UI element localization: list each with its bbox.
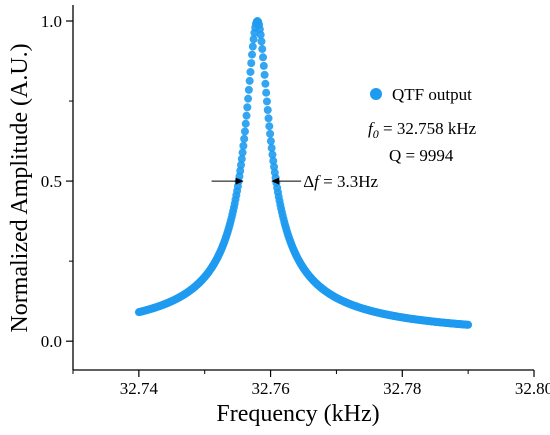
- y-tick-label: 1.0: [41, 12, 62, 31]
- data-point: [248, 50, 257, 59]
- data-point: [261, 79, 270, 88]
- x-tick-label: 32.74: [120, 379, 159, 398]
- data-point: [259, 61, 268, 70]
- data-point: [266, 137, 275, 146]
- data-point: [240, 127, 249, 136]
- f0-symbol: f: [368, 119, 375, 138]
- data-point: [242, 111, 251, 120]
- data-point: [267, 144, 276, 153]
- data-point: [248, 42, 257, 51]
- data-point: [266, 129, 275, 138]
- data-point: [239, 141, 248, 150]
- data-point: [237, 161, 246, 169]
- delta-symbol: Δ: [303, 172, 314, 191]
- data-point: [260, 70, 269, 79]
- data-point: [244, 85, 253, 94]
- data-point: [464, 320, 473, 329]
- tick-labels: 32.74 32.76 32.78 32.80 0.0 0.5 1.0: [41, 12, 550, 398]
- fwhm-left-arrowhead: [235, 177, 244, 185]
- axes: [66, 5, 535, 377]
- data-point: [241, 119, 250, 128]
- data-point: [240, 134, 249, 143]
- x-axis-title: Frequency (kHz): [216, 401, 379, 427]
- f0-subscript: 0: [373, 127, 379, 141]
- data-point: [243, 103, 252, 112]
- legend: QTF output: [370, 85, 472, 104]
- fwhm-right-arrowhead: [271, 177, 280, 185]
- x-tick-label: 32.80: [515, 379, 550, 398]
- data-point: [244, 94, 253, 103]
- y-tick-label: 0.5: [41, 172, 62, 191]
- data-point: [263, 106, 272, 115]
- data-point: [265, 122, 274, 131]
- x-tick-label: 32.78: [383, 379, 421, 398]
- data-point: [257, 37, 266, 46]
- df-value: = 3.3Hz: [319, 172, 379, 191]
- f0-value: = 32.758 kHz: [379, 119, 477, 138]
- data-point: [238, 148, 247, 157]
- legend-label: QTF output: [392, 85, 472, 104]
- x-tick-label: 32.76: [251, 379, 289, 398]
- legend-marker: [370, 88, 382, 100]
- data-point: [247, 59, 256, 68]
- df-symbol: f: [314, 172, 321, 191]
- annotation-q: Q = 9994: [389, 146, 454, 165]
- data-point: [268, 150, 277, 159]
- data-point: [258, 45, 267, 54]
- data-point: [264, 114, 273, 123]
- data-series-qtf-output: [134, 17, 473, 329]
- fwhm-annotation: Δf = 3.3Hz: [211, 172, 378, 191]
- data-point: [256, 30, 265, 39]
- data-point: [237, 154, 246, 163]
- data-point: [262, 88, 271, 97]
- y-tick-label: 0.0: [41, 332, 62, 351]
- data-point: [249, 35, 258, 44]
- data-point: [259, 53, 268, 62]
- y-axis-title: Normalized Amplitude (A.U.): [7, 43, 33, 332]
- data-point: [246, 67, 255, 76]
- annotation-f0: f0 = 32.758 kHz: [368, 119, 477, 141]
- data-point: [245, 76, 254, 85]
- annotation-delta-f: Δf = 3.3Hz: [303, 172, 378, 191]
- data-point: [269, 156, 278, 165]
- data-point: [262, 97, 271, 106]
